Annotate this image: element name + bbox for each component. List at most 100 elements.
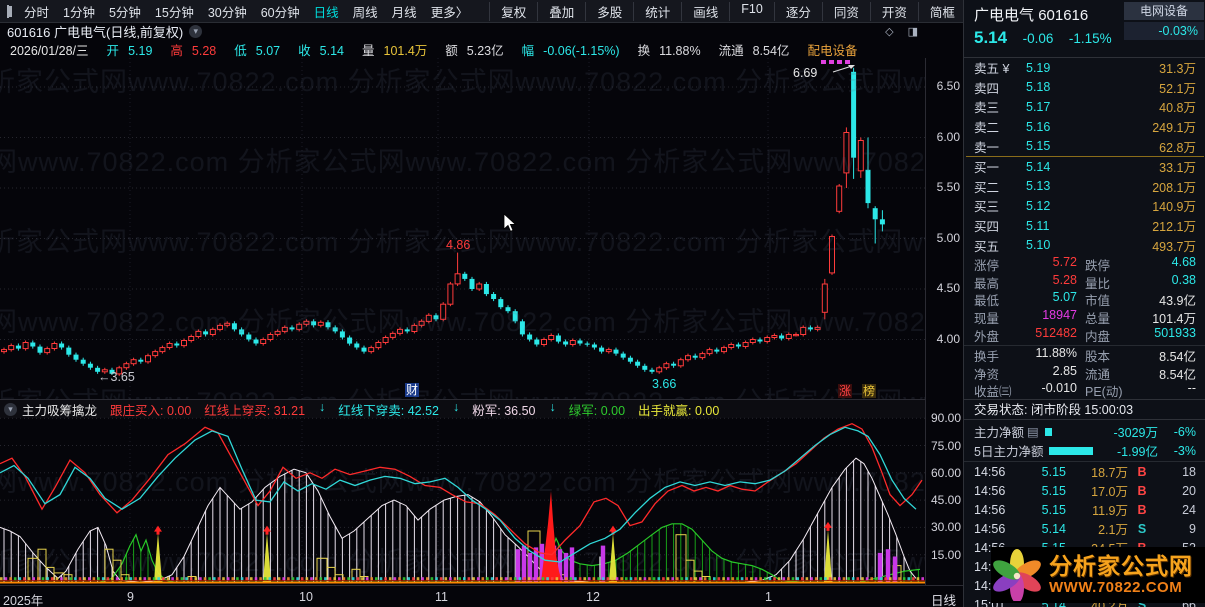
level-label: 卖三 bbox=[974, 101, 1000, 116]
stat-value: 43.9亿 bbox=[1159, 294, 1196, 309]
menu-item-复权[interactable]: 复权 bbox=[489, 1, 537, 21]
indicator-values: 跟庄买入: 0.00 红线上穿买: 31.21 ↓ 红线下穿卖: 42.52 ↓ 粉军: … bbox=[110, 400, 732, 419]
stats-row: 涨停 5.72 跌停 4.68 bbox=[964, 255, 1205, 274]
tick-side: B bbox=[1137, 502, 1147, 517]
tick-volume: 18.7万 bbox=[1091, 466, 1128, 480]
list-icon[interactable]: ▤ bbox=[1027, 425, 1039, 439]
info-item: 换 11.88% bbox=[638, 40, 710, 59]
stat-label: 净资 bbox=[974, 367, 1000, 382]
bid-levels: 买一 5.14 33.1万 买二 5.13 208.1万 买三 5.12 140.9万 买四 5.1… bbox=[964, 157, 1205, 255]
menu-item-月线[interactable]: 月线 bbox=[391, 5, 417, 20]
menu-item-统计[interactable]: 统计 bbox=[633, 1, 681, 21]
info-value: 5.14 bbox=[319, 43, 344, 58]
ask-row[interactable]: 卖一 5.15 62.8万 bbox=[964, 136, 1205, 156]
bid-row[interactable]: 买四 5.11 212.1万 bbox=[964, 216, 1205, 236]
info-value: 5.19 bbox=[128, 43, 153, 58]
ask-row[interactable]: 卖四 5.18 52.1万 bbox=[964, 78, 1205, 98]
candlestick-chart[interactable] bbox=[0, 58, 925, 399]
logo-url[interactable]: WWW.70822.COM bbox=[1049, 579, 1183, 596]
menu-item-同资[interactable]: 同资 bbox=[821, 1, 870, 21]
info-value: 5.07 bbox=[255, 43, 281, 58]
info-item: 流通 8.54亿 bbox=[719, 40, 799, 59]
stat-value: 512482 bbox=[1035, 325, 1077, 340]
stats-row: 最高 5.28 量比 0.38 bbox=[964, 273, 1205, 292]
menu-item-15分钟[interactable]: 15分钟 bbox=[154, 5, 194, 20]
info-value: 8.54亿 bbox=[752, 43, 790, 58]
indicator-axis-label: 75.00 bbox=[930, 438, 961, 453]
stock-code: 601616 bbox=[1038, 7, 1089, 24]
net-bar-5d bbox=[1049, 446, 1094, 455]
menu-item-F10[interactable]: F10 bbox=[729, 1, 774, 21]
tick-time: 14:56 bbox=[974, 502, 1006, 517]
stat-value: 11.88% bbox=[1035, 346, 1077, 361]
bid-row[interactable]: 买二 5.13 208.1万 bbox=[964, 177, 1205, 197]
tick-count: 20 bbox=[1182, 483, 1196, 498]
menu-item-分时[interactable]: 分时 bbox=[24, 5, 50, 20]
indicator-chart[interactable] bbox=[0, 417, 925, 585]
menu-item-60分钟[interactable]: 60分钟 bbox=[260, 5, 300, 20]
trade-status: 交易状态: 闭市阶段 15:00:03 bbox=[964, 399, 1205, 420]
menu-item-开资[interactable]: 开资 bbox=[869, 1, 918, 21]
flower-logo-icon bbox=[993, 549, 1041, 601]
stat-label: 内盘 bbox=[1085, 329, 1111, 344]
level-price: 5.14 bbox=[1026, 159, 1051, 174]
ask-row[interactable]: 卖五 ¥ 5.19 31.3万 bbox=[964, 58, 1205, 78]
menu-item-叠加[interactable]: 叠加 bbox=[537, 1, 585, 21]
info-item: 配电设备 bbox=[807, 40, 866, 59]
stats-row: 现量 18947 总量 101.4万 bbox=[964, 308, 1205, 327]
ask-row[interactable]: 卖二 5.16 249.1万 bbox=[964, 117, 1205, 137]
indicator-value: 绿军: 0.00 bbox=[568, 403, 626, 418]
ask-row[interactable]: 卖三 5.17 40.8万 bbox=[964, 97, 1205, 117]
menu-item-30分钟[interactable]: 30分钟 bbox=[207, 5, 247, 20]
menu-item-1分钟[interactable]: 1分钟 bbox=[63, 5, 95, 20]
bid-row[interactable]: 买五 5.10 493.7万 bbox=[964, 235, 1205, 255]
chevron-down-icon[interactable]: ▾ bbox=[189, 24, 203, 38]
level-label: 买一 bbox=[974, 161, 1000, 176]
stats-row: 最低 5.07 市值 43.9亿 bbox=[964, 290, 1205, 309]
stat-label: 总量 bbox=[1085, 312, 1111, 327]
menu-item-画线[interactable]: 画线 bbox=[681, 1, 729, 21]
tick-row: 14:56 5.15 17.0万 B 20 bbox=[964, 481, 1205, 500]
level-volume: 212.1万 bbox=[1152, 220, 1196, 235]
stats-grid: 涨停 5.72 跌停 4.68 最高 5.28 量比 0.38 最低 5.07 市值 43.9亿 现量 1… bbox=[964, 255, 1205, 400]
stat-label: 外盘 bbox=[974, 329, 1000, 344]
price-axis-label: 5.50 bbox=[936, 180, 960, 194]
menu-item-逐分[interactable]: 逐分 bbox=[773, 1, 822, 21]
menu-item-周线[interactable]: 周线 bbox=[352, 5, 378, 20]
site-logo: 分析家公式网 WWW.70822.COM bbox=[991, 547, 1205, 603]
stock-title[interactable]: 601616 广电电气(日线,前复权) bbox=[7, 24, 184, 40]
bid-row[interactable]: 买三 5.12 140.9万 bbox=[964, 196, 1205, 216]
menu-item-日线[interactable]: 日线 bbox=[313, 5, 339, 20]
menu-item-简框[interactable]: 简框 bbox=[917, 1, 966, 21]
menu-item-多股[interactable]: 多股 bbox=[585, 1, 633, 21]
info-label: 额 bbox=[445, 43, 458, 58]
info-value: 101.4万 bbox=[383, 43, 428, 58]
period-label[interactable]: 日线 bbox=[931, 594, 957, 607]
bid-row[interactable]: 买一 5.14 33.1万 bbox=[964, 157, 1205, 177]
axis-month-label: 11 bbox=[435, 590, 448, 604]
collapse-icon[interactable]: ▾ bbox=[4, 402, 17, 416]
level-volume: 33.1万 bbox=[1159, 161, 1196, 176]
stats-divider bbox=[964, 344, 1205, 346]
window-layout-icon[interactable] bbox=[7, 4, 12, 18]
info-label: 配电设备 bbox=[807, 43, 858, 58]
stat-value: 101.4万 bbox=[1152, 312, 1196, 327]
sector-change: -0.03% bbox=[1124, 22, 1204, 40]
stock-name: 广电电气 bbox=[974, 7, 1035, 24]
tick-count: 24 bbox=[1182, 502, 1196, 517]
level-price: 5.18 bbox=[1026, 80, 1051, 95]
time-axis: 2025年 9 10 11 12 1 日线 bbox=[0, 585, 963, 607]
level-price: 5.15 bbox=[1026, 139, 1051, 154]
indicator-axis-label: 30.00 bbox=[930, 520, 961, 535]
menu-item-5分钟[interactable]: 5分钟 bbox=[108, 5, 141, 20]
stat-label: 跌停 bbox=[1085, 259, 1111, 274]
sector-badge[interactable]: 电网设备 bbox=[1124, 2, 1204, 20]
diamond-icon[interactable]: ◇ bbox=[885, 25, 894, 38]
split-window-icon[interactable]: ◨ bbox=[907, 25, 918, 38]
menu-item-更多〉[interactable]: 更多〉 bbox=[430, 5, 469, 20]
ask-levels: 卖五 ¥ 5.19 31.3万 卖四 5.18 52.1万 卖三 5.17 40.8万 卖二 5.1… bbox=[964, 58, 1205, 156]
level-label: 买五 bbox=[974, 239, 1000, 254]
tick-price: 5.15 bbox=[1041, 483, 1066, 498]
level-label: 卖四 bbox=[974, 81, 1000, 96]
tick-volume: 40.2万 bbox=[1091, 599, 1128, 607]
